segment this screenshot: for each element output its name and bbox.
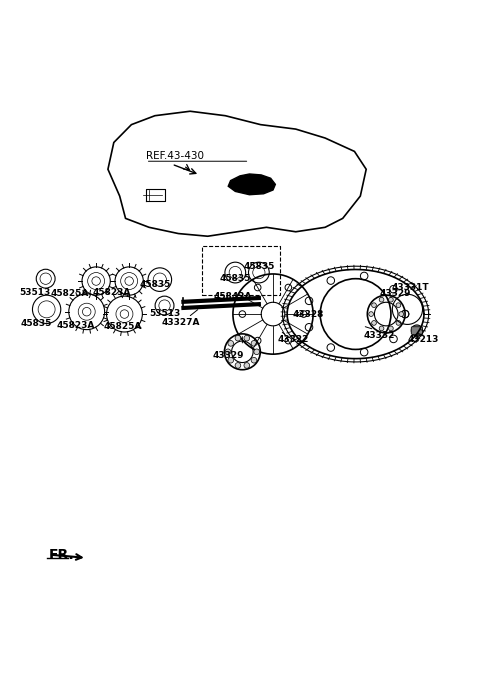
Text: 53513: 53513	[19, 288, 50, 297]
Text: 53513: 53513	[149, 309, 180, 318]
Text: 45823A: 45823A	[57, 322, 95, 330]
Text: REF.43-430: REF.43-430	[145, 151, 204, 160]
Text: 45835: 45835	[219, 274, 251, 283]
Circle shape	[251, 358, 257, 363]
Circle shape	[388, 326, 393, 330]
Circle shape	[372, 320, 376, 325]
Text: 43322: 43322	[277, 335, 309, 345]
Text: 45835: 45835	[20, 319, 51, 328]
Circle shape	[235, 362, 241, 369]
Text: 43329: 43329	[380, 289, 411, 299]
Text: 43329: 43329	[213, 351, 244, 360]
Circle shape	[399, 311, 404, 316]
Text: 43213: 43213	[408, 335, 439, 345]
Circle shape	[225, 349, 231, 355]
Circle shape	[379, 326, 384, 330]
Circle shape	[254, 349, 260, 355]
Circle shape	[235, 335, 241, 341]
Circle shape	[251, 341, 257, 346]
Text: 45823A: 45823A	[93, 288, 131, 297]
Circle shape	[372, 303, 376, 307]
Text: 45842A: 45842A	[214, 292, 252, 301]
Text: 43332: 43332	[363, 330, 395, 340]
Circle shape	[244, 335, 250, 341]
Circle shape	[228, 358, 234, 363]
Circle shape	[379, 297, 384, 302]
Polygon shape	[228, 174, 276, 194]
Text: FR.: FR.	[49, 547, 75, 562]
Text: 43331T: 43331T	[392, 283, 430, 292]
Circle shape	[396, 303, 401, 307]
Text: 45835: 45835	[243, 262, 275, 271]
Text: 45825A: 45825A	[51, 289, 89, 299]
Circle shape	[388, 297, 393, 302]
Circle shape	[244, 362, 250, 369]
Text: 45825A: 45825A	[104, 322, 142, 331]
Circle shape	[411, 325, 422, 336]
Text: 43328: 43328	[293, 309, 324, 318]
Text: 45835: 45835	[139, 280, 171, 289]
Circle shape	[228, 341, 234, 346]
Circle shape	[369, 311, 373, 316]
Text: 43327A: 43327A	[162, 318, 200, 326]
Circle shape	[396, 320, 401, 325]
FancyBboxPatch shape	[411, 327, 422, 335]
